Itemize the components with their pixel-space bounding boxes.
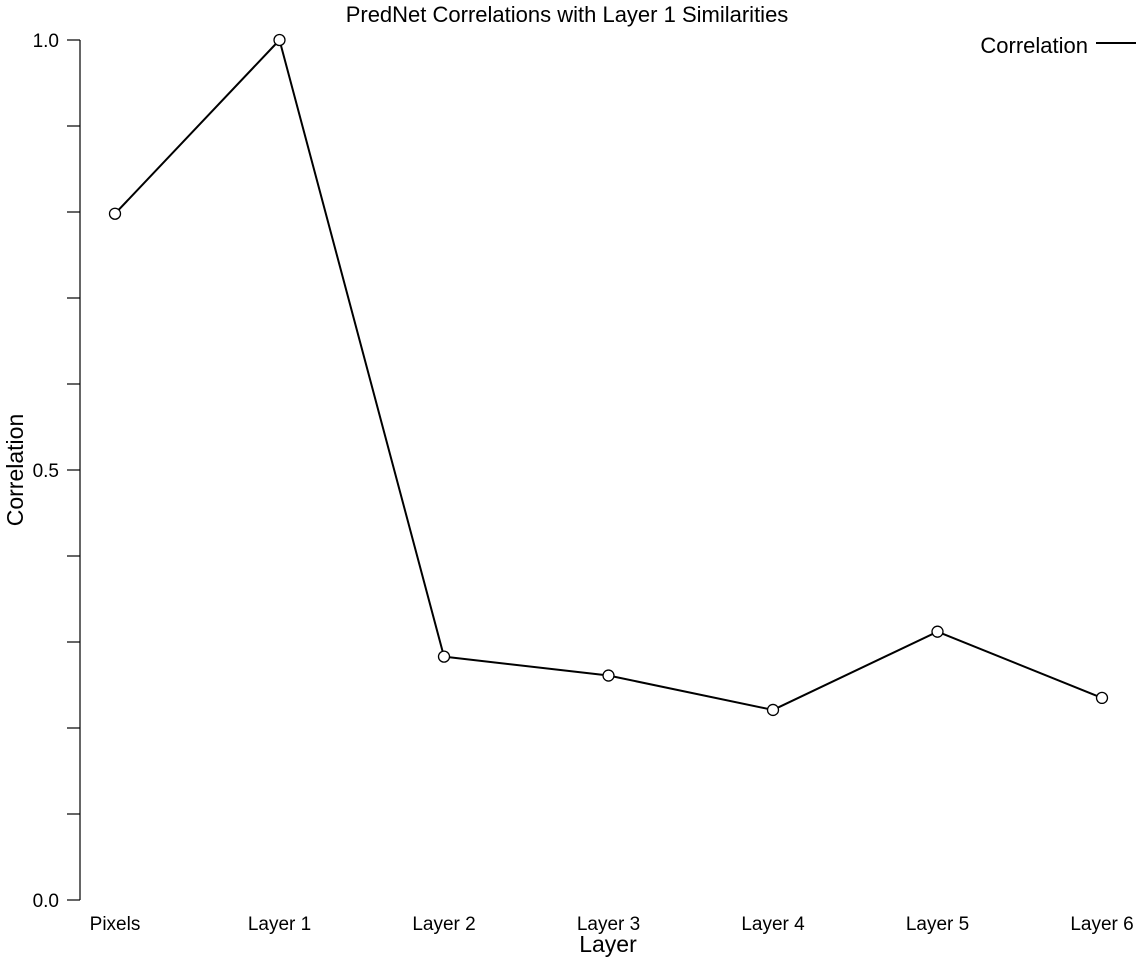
- data-point-marker: [766, 703, 780, 717]
- data-point-marker: [602, 669, 615, 682]
- x-tick-label: Layer 3: [577, 914, 640, 935]
- legend: Correlation: [980, 33, 1136, 58]
- legend-label: Correlation: [980, 33, 1088, 58]
- x-tick-label: Layer 6: [1070, 914, 1133, 935]
- y-axis-label: Correlation: [2, 414, 28, 527]
- x-tick-label: Layer 5: [906, 914, 969, 935]
- data-point-marker: [437, 650, 451, 663]
- x-tick-label: Layer 4: [741, 914, 805, 935]
- chart-title: PredNet Correlations with Layer 1 Simila…: [346, 2, 789, 27]
- series-line: [114, 39, 1103, 711]
- x-axis-label: Layer: [579, 931, 637, 957]
- x-tick-label: Layer 2: [412, 914, 475, 935]
- y-tick-label: 0.0: [33, 891, 59, 912]
- y-axis-ticks: 0.0 0.5 1.0: [33, 31, 80, 912]
- data-point-marker: [1095, 691, 1109, 705]
- y-tick-label: 1.0: [33, 31, 59, 52]
- data-point-marker: [108, 207, 122, 220]
- x-tick-label: Layer 1: [248, 914, 311, 935]
- data-point-marker: [273, 33, 286, 47]
- x-axis-tick-labels: Pixels Layer 1 Layer 2 Layer 3 Layer 4 Layer …: [90, 914, 1134, 935]
- y-tick-label: 0.5: [33, 461, 59, 482]
- x-tick-label: Pixels: [90, 914, 141, 935]
- data-point-marker: [931, 625, 944, 638]
- series-layer: [108, 33, 1109, 717]
